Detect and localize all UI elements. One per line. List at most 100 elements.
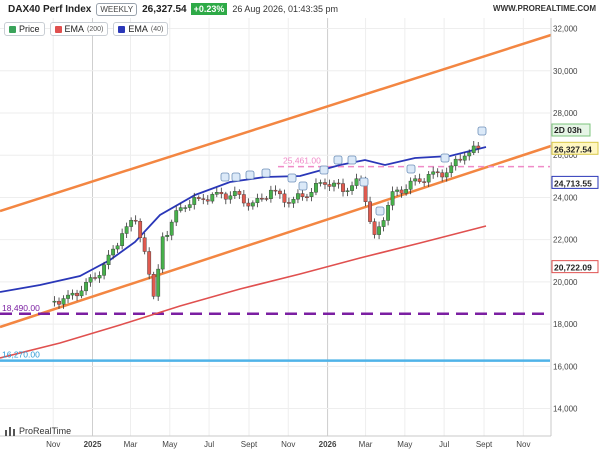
event-marker-icon[interactable] [375, 206, 385, 216]
event-marker-icon[interactable] [477, 126, 487, 136]
candle[interactable] [246, 202, 251, 207]
candle[interactable] [408, 180, 413, 190]
candle[interactable] [354, 178, 359, 186]
candle[interactable] [66, 294, 70, 299]
candle[interactable] [372, 221, 377, 235]
candle[interactable] [111, 248, 116, 256]
candle[interactable] [106, 254, 111, 265]
legend-ema40[interactable]: EMA (40) [113, 22, 169, 36]
candle[interactable] [291, 198, 296, 204]
candle[interactable] [278, 190, 282, 195]
candle[interactable] [453, 158, 458, 167]
candle[interactable] [404, 189, 409, 194]
instrument-name[interactable]: DAX40 Perf Index [8, 3, 92, 15]
event-marker-icon[interactable] [359, 177, 369, 187]
candle[interactable] [399, 189, 404, 194]
candle[interactable] [228, 195, 233, 200]
candle[interactable] [93, 277, 97, 279]
candle[interactable] [341, 183, 345, 192]
candle[interactable] [435, 171, 440, 174]
candle[interactable] [151, 274, 156, 297]
ema200-line[interactable] [0, 225, 487, 359]
candle[interactable] [84, 282, 88, 292]
legend-price[interactable]: Price [4, 22, 45, 36]
candle[interactable] [471, 145, 476, 153]
candle[interactable] [61, 298, 66, 305]
candle[interactable] [142, 237, 147, 252]
candle[interactable] [327, 184, 332, 187]
candle[interactable] [323, 182, 327, 185]
candle[interactable] [255, 198, 260, 203]
candle[interactable] [440, 172, 445, 178]
candle[interactable] [169, 221, 174, 236]
legend-ema200[interactable]: EMA (200) [49, 22, 109, 36]
candle[interactable] [296, 193, 300, 200]
candle[interactable] [318, 182, 323, 184]
candle[interactable] [309, 192, 314, 197]
event-marker-icon[interactable] [319, 165, 329, 175]
candle[interactable] [192, 197, 197, 205]
candle[interactable] [345, 190, 350, 192]
candle[interactable] [52, 300, 57, 303]
candle[interactable] [431, 171, 436, 175]
candle[interactable] [426, 174, 431, 183]
candle[interactable] [174, 210, 179, 223]
candle[interactable] [300, 193, 305, 197]
candle[interactable] [377, 226, 381, 235]
candle[interactable] [413, 178, 418, 182]
candle[interactable] [458, 158, 463, 161]
candle[interactable] [75, 292, 79, 297]
candle[interactable] [156, 268, 161, 297]
candle[interactable] [395, 189, 400, 192]
candle[interactable] [232, 191, 237, 197]
candle[interactable] [444, 172, 449, 178]
candle[interactable] [467, 152, 472, 157]
candle[interactable] [264, 198, 269, 200]
candle[interactable] [147, 251, 152, 275]
candle[interactable] [115, 245, 120, 250]
candle[interactable] [165, 235, 170, 237]
candle[interactable] [386, 205, 390, 221]
candle[interactable] [214, 192, 219, 195]
candle[interactable] [368, 201, 372, 222]
candle[interactable] [97, 275, 102, 279]
candle[interactable] [273, 189, 278, 192]
ema40-line[interactable] [0, 146, 487, 293]
candle[interactable] [223, 193, 228, 200]
candle[interactable] [305, 196, 309, 198]
candle[interactable] [183, 207, 188, 209]
candle[interactable] [124, 226, 129, 234]
candle[interactable] [449, 165, 454, 173]
brand-url[interactable]: WWW.PROREALTIME.COM [493, 4, 596, 13]
candle[interactable] [210, 194, 215, 202]
candle[interactable] [250, 202, 255, 207]
event-marker-icon[interactable] [298, 181, 308, 191]
candle[interactable] [268, 189, 273, 199]
candle[interactable] [70, 292, 75, 296]
candle[interactable] [381, 220, 386, 227]
candle[interactable] [476, 145, 481, 149]
event-marker-icon[interactable] [440, 153, 450, 163]
period-badge[interactable]: WEEKLY [96, 2, 138, 16]
candle[interactable] [237, 191, 242, 195]
event-marker-icon[interactable] [333, 155, 343, 165]
candle[interactable] [417, 178, 422, 182]
candle[interactable] [314, 183, 318, 193]
candle[interactable] [241, 194, 246, 204]
candle[interactable] [160, 236, 165, 270]
candle[interactable] [57, 300, 61, 305]
candle[interactable] [79, 290, 84, 297]
candle[interactable] [332, 182, 336, 187]
candle[interactable] [120, 233, 125, 246]
candle[interactable] [88, 277, 93, 283]
candle[interactable] [336, 182, 341, 185]
event-marker-icon[interactable] [220, 172, 230, 182]
candle[interactable] [201, 198, 206, 200]
candle[interactable] [287, 202, 291, 204]
candle[interactable] [133, 219, 138, 222]
event-marker-icon[interactable] [231, 172, 241, 182]
candle[interactable] [219, 192, 224, 195]
candle[interactable] [462, 155, 467, 161]
channel-line[interactable] [0, 33, 552, 213]
